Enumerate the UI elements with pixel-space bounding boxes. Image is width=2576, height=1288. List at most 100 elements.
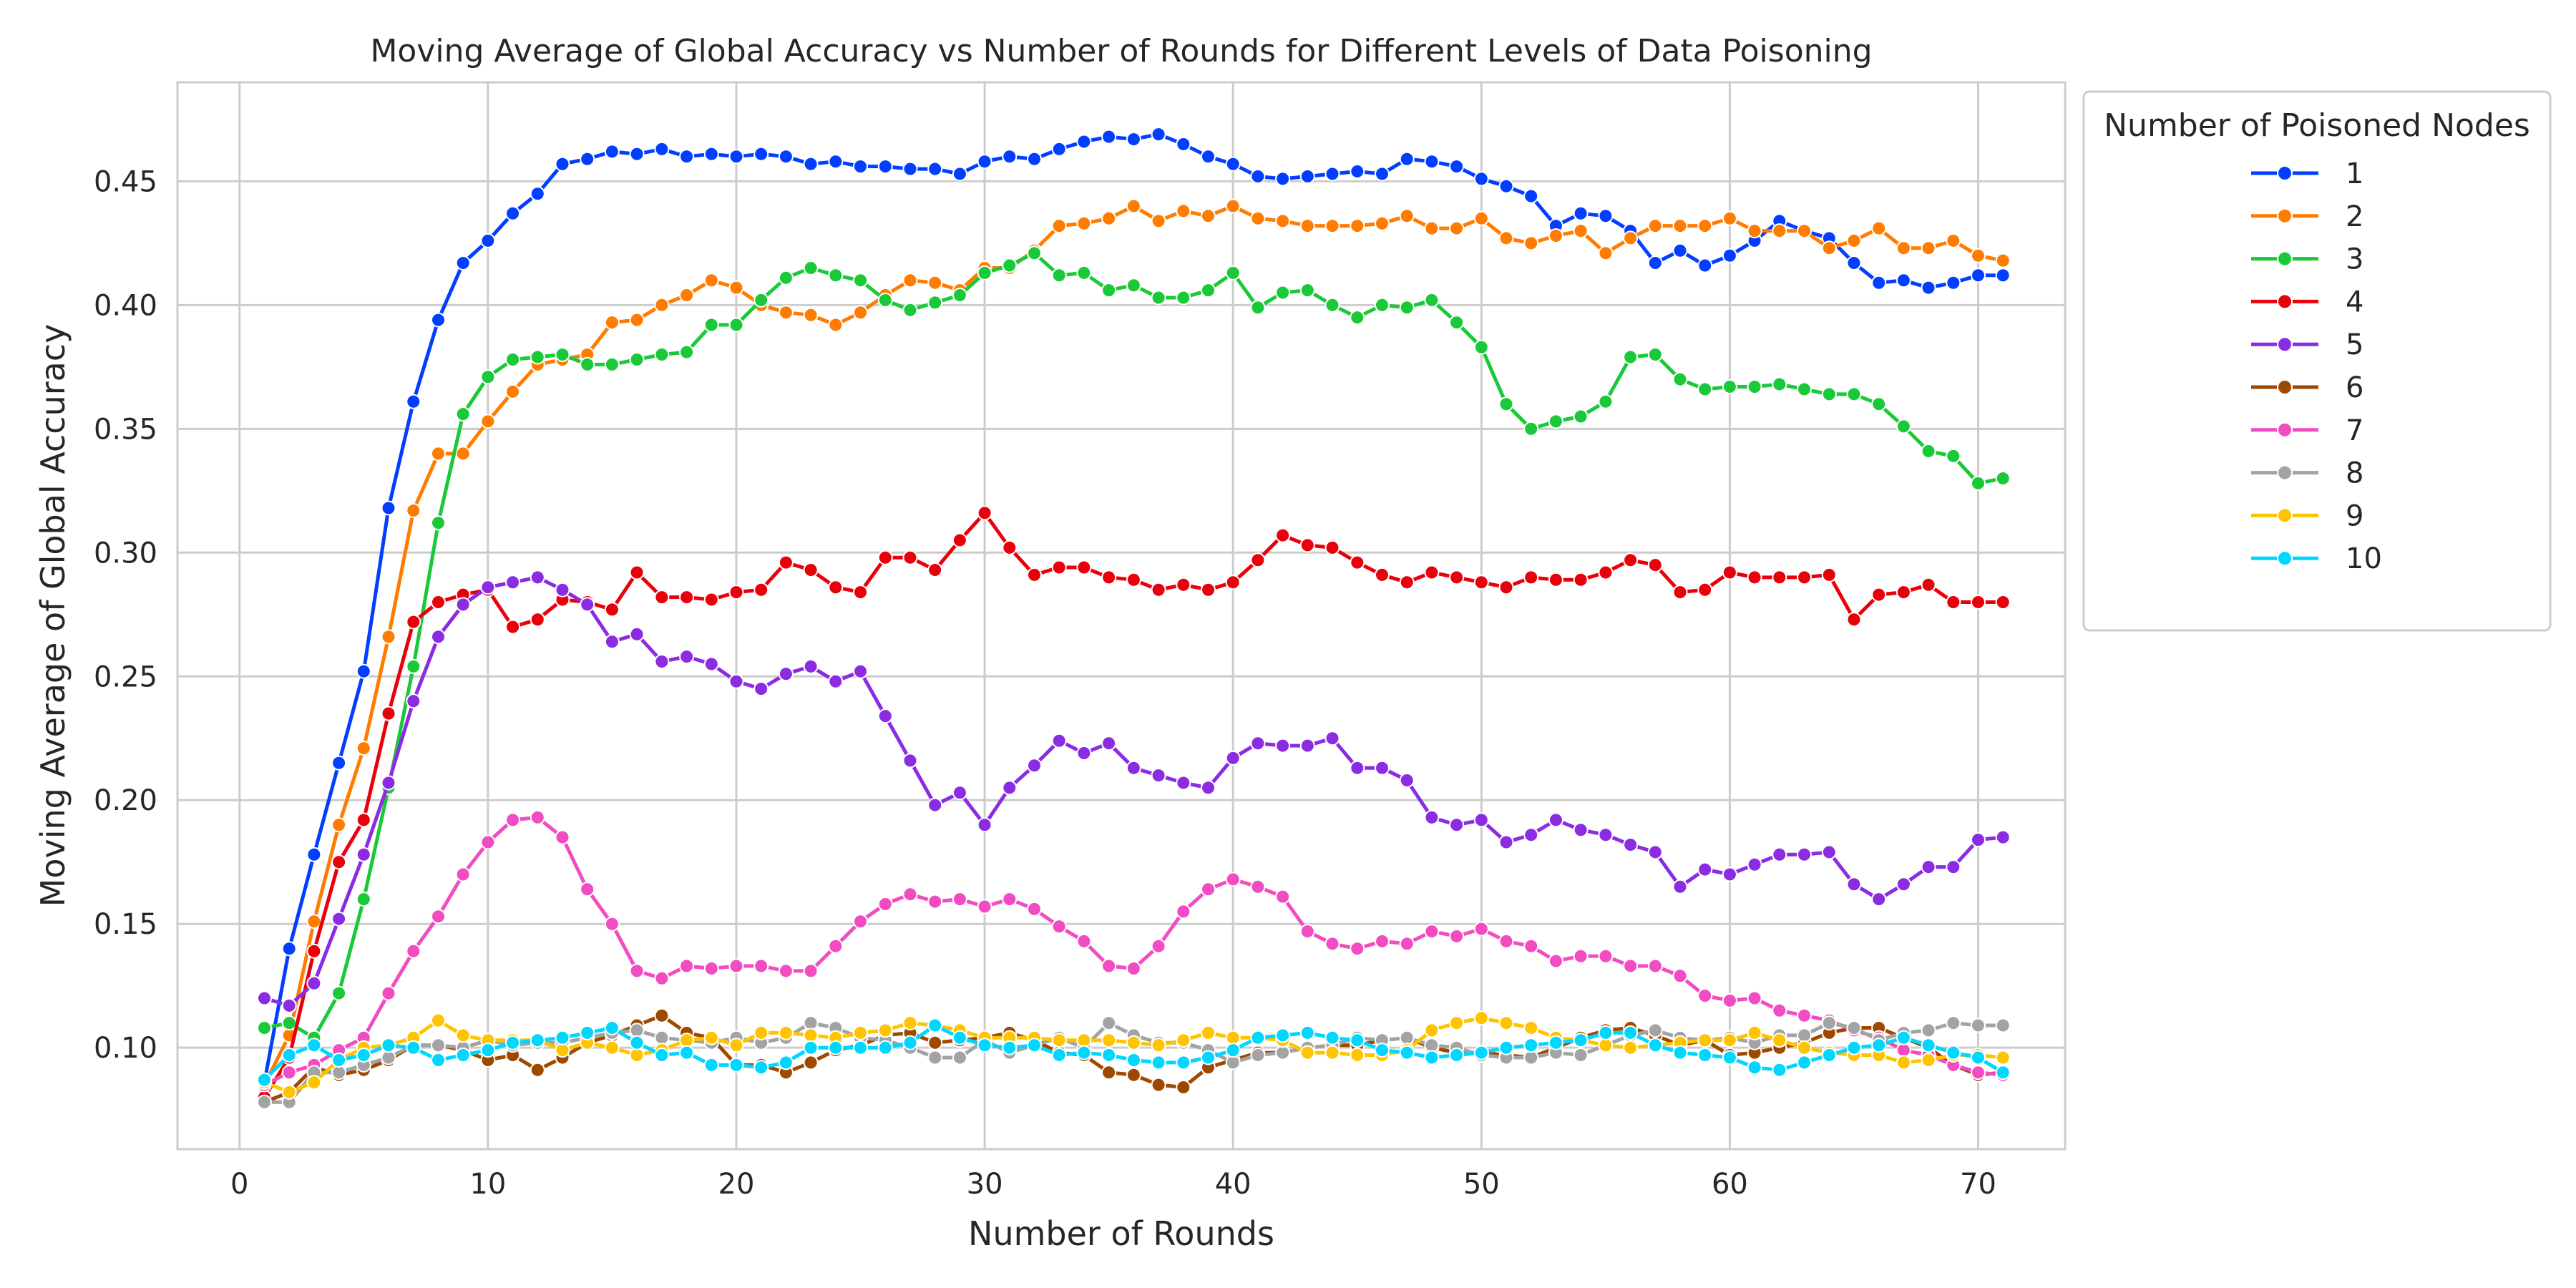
data-point [1126,1035,1141,1050]
data-point [1076,265,1092,280]
data-point [1921,859,1936,875]
data-point [1101,1033,1117,1048]
data-point [927,1018,943,1033]
data-point [1548,812,1563,828]
data-point [1424,292,1440,308]
data-point [803,156,819,172]
data-point [1201,208,1216,224]
data-point [1027,1038,1042,1053]
data-point [1151,213,1166,229]
data-point [977,817,992,833]
data-point [1797,1028,1812,1043]
data-point [728,1038,744,1053]
data-point [1176,904,1191,919]
data-point [1971,268,1986,283]
data-point [703,273,719,288]
data-point [902,302,918,318]
data-point [455,446,471,462]
data-point [1299,169,1315,184]
data-point [480,834,496,850]
data-point [1498,178,1514,194]
data-point [877,1040,893,1055]
data-point [1921,444,1936,459]
data-point [1399,575,1415,590]
data-point [1449,929,1465,944]
data-point [1101,736,1117,751]
data-point [1548,228,1563,243]
data-point [1846,233,1862,248]
data-point [431,629,446,645]
data-point [1896,1055,1911,1070]
data-point [431,909,446,924]
data-point [728,585,744,600]
data-point [1176,290,1191,306]
data-point [1473,1045,1489,1060]
data-point [1995,1018,2011,1033]
data-point [1821,1048,1837,1063]
data-point [728,149,744,165]
data-point [356,812,371,828]
data-point [530,1062,545,1078]
data-point [1051,560,1067,575]
legend-entry-6: 6 [2251,371,2363,404]
data-point [927,1050,943,1065]
data-point [902,161,918,177]
legend-entry-1: 1 [2251,157,2363,190]
legend-marker [2277,550,2293,567]
data-point [1647,255,1663,270]
data-point [927,295,943,311]
data-point [1896,1043,1911,1058]
legend-label: 7 [2346,414,2363,447]
data-point [1598,208,1614,224]
data-point [1722,1033,1737,1048]
data-point [1399,1045,1415,1060]
data-point [381,706,396,721]
data-point [1449,817,1465,833]
data-point [604,356,620,372]
data-point [1324,731,1340,746]
data-point [1971,475,1986,491]
data-point [1722,992,1737,1008]
data-point [1275,213,1291,229]
data-point [1598,1025,1614,1040]
data-point [679,1033,695,1048]
data-point [703,656,719,672]
data-point [257,1094,272,1110]
data-point [331,985,347,1001]
data-point [1275,889,1291,904]
x-tick-label: 70 [1960,1168,1996,1201]
data-point [1498,933,1514,949]
data-point [1523,421,1539,436]
data-point [1623,349,1639,365]
data-point [728,1057,744,1073]
data-point [1350,760,1365,776]
data-point [455,867,471,882]
data-point [1821,844,1837,860]
data-point [580,597,595,613]
legend-label: 5 [2346,328,2363,361]
data-point [1623,230,1639,246]
data-point [1375,297,1390,313]
data-point [281,941,297,957]
data-point [604,1040,620,1055]
data-point [1995,829,2011,845]
data-point [1821,240,1837,256]
data-point [1027,245,1042,261]
data-point [1871,1038,1887,1053]
data-point [1225,1043,1241,1058]
data-point [1101,129,1117,145]
data-point [1871,587,1887,602]
data-point [1350,1048,1365,1063]
data-point [902,887,918,902]
data-point [1424,924,1440,940]
data-point [1623,1040,1639,1055]
data-point [1473,171,1489,187]
legend-entry-4: 4 [2251,286,2363,318]
data-point [1101,958,1117,974]
data-point [828,580,844,595]
data-point [1101,1065,1117,1080]
data-point [431,1013,446,1028]
data-point [1424,154,1440,170]
data-point [828,154,844,170]
